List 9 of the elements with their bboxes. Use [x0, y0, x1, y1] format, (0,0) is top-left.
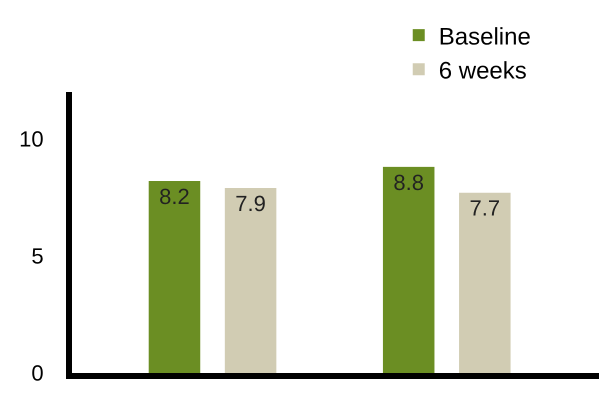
y-tick-label: 0 [31, 360, 44, 386]
data-label: 7.9 [235, 191, 266, 216]
legend-label: 6 weeks [438, 58, 527, 85]
legend-label: Baseline [438, 23, 531, 50]
data-label: 8.8 [393, 170, 424, 195]
y-tick-label: 10 [19, 126, 44, 152]
y-tick-label: 5 [31, 244, 44, 269]
data-label: 8.2 [159, 184, 190, 209]
data-label: 7.7 [470, 196, 500, 221]
